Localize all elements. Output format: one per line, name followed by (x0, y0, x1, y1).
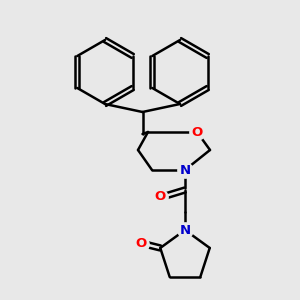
Text: O: O (154, 190, 166, 203)
Text: N: N (179, 224, 191, 236)
Text: O: O (191, 125, 203, 139)
Text: O: O (136, 238, 147, 250)
Text: N: N (179, 164, 191, 176)
